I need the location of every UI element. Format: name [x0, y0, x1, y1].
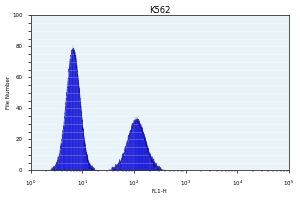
X-axis label: FL1-H: FL1-H: [152, 189, 168, 194]
Title: K562: K562: [149, 6, 170, 15]
Y-axis label: File Number: File Number: [6, 76, 10, 109]
